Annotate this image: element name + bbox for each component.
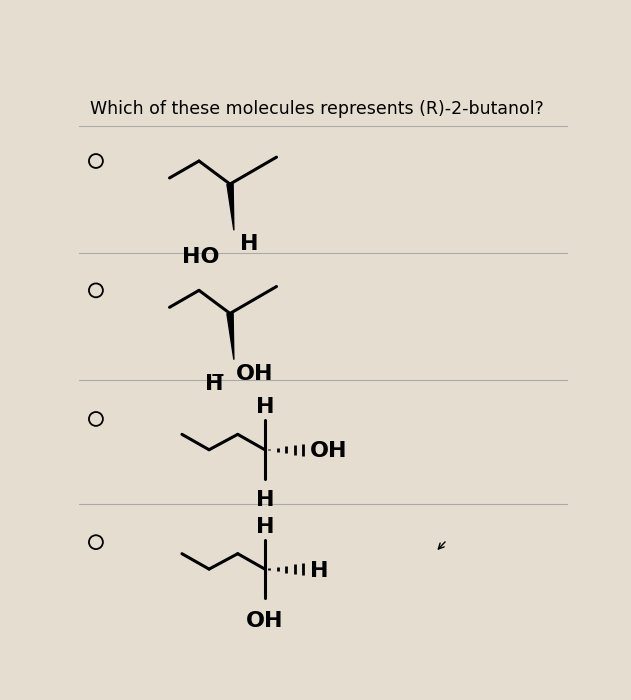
Text: OH: OH [236,363,274,384]
Text: H̅: H̅ [204,374,223,393]
Text: HO: HO [182,247,220,267]
Text: H: H [256,490,274,510]
Text: OH: OH [246,612,283,631]
Text: H: H [256,517,274,537]
Text: Which of these molecules represents (R)-2-butanol?: Which of these molecules represents (R)-… [90,99,545,118]
Polygon shape [227,184,234,230]
Text: OH: OH [310,441,347,461]
Text: H: H [240,234,259,254]
Text: H: H [256,398,274,417]
Text: H: H [310,561,328,580]
Polygon shape [227,313,234,360]
